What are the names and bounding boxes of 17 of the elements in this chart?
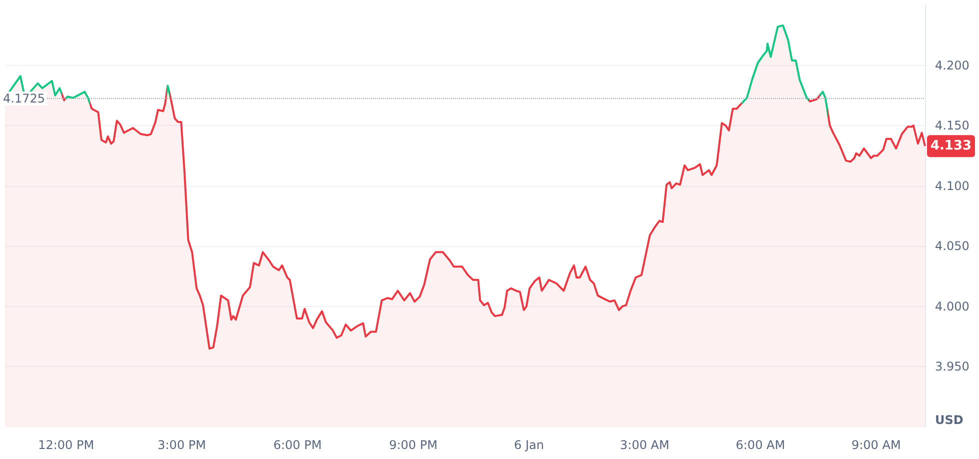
y-tick-label: 4.200	[935, 58, 970, 72]
ref-line-label: 4.1725	[3, 91, 45, 106]
x-tick-label: 6:00 AM	[736, 438, 786, 452]
x-tick-label: 6:00 PM	[273, 438, 322, 452]
x-tick-label: 9:00 AM	[851, 438, 901, 452]
y-tick-label: 4.050	[935, 239, 970, 254]
x-tick-label: 3:00 AM	[620, 438, 670, 452]
y-tick-label: 4.150	[935, 118, 970, 133]
annotation: 4.133	[930, 138, 972, 154]
x-tick-label: 3:00 PM	[158, 438, 206, 452]
x-tick-label: 9:00 PM	[389, 438, 438, 452]
y-tick-label: 4.000	[935, 299, 970, 314]
y-tick-label: 4.100	[935, 178, 970, 193]
y-tick-label: 3.950	[935, 360, 970, 374]
y-axis-title: USD	[935, 413, 964, 427]
x-tick-label: 6 Jan	[514, 438, 544, 452]
x-tick-label: 12:00 PM	[38, 438, 94, 452]
